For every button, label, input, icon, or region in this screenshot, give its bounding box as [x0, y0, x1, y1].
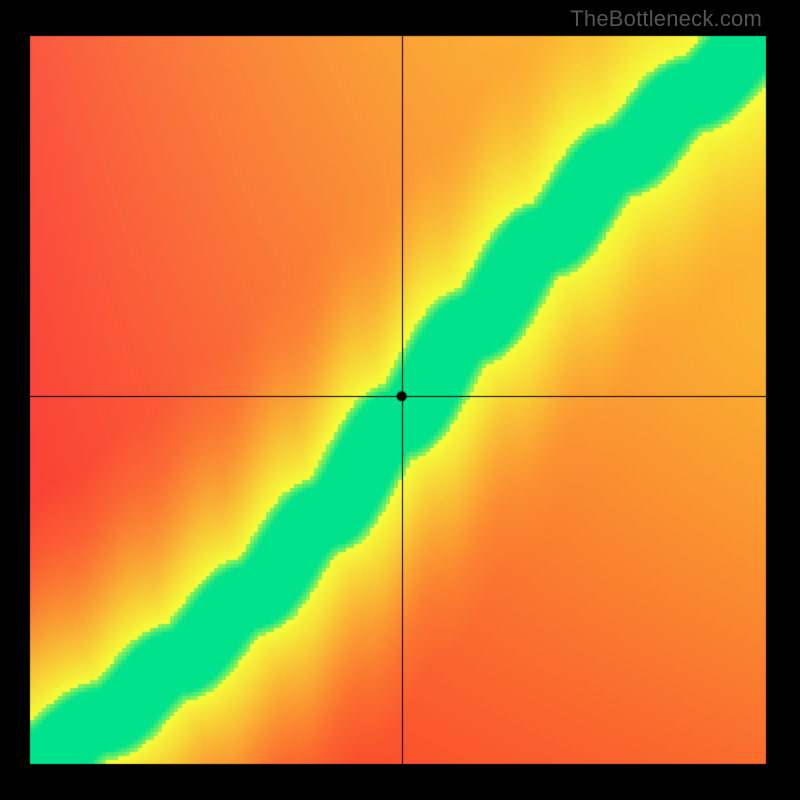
chart-container: { "watermark": { "text": "TheBottleneck.… [0, 0, 800, 800]
bottleneck-heatmap [0, 0, 800, 800]
watermark-text: TheBottleneck.com [570, 6, 762, 32]
